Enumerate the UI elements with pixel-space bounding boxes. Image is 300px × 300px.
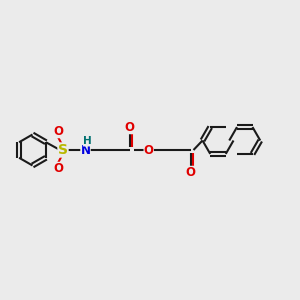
Text: O: O [144, 143, 154, 157]
Text: O: O [124, 121, 134, 134]
Text: O: O [53, 125, 63, 138]
Text: O: O [53, 162, 63, 175]
Text: O: O [185, 166, 196, 179]
Text: N: N [80, 143, 91, 157]
Text: S: S [58, 143, 68, 157]
Text: H: H [83, 136, 92, 146]
